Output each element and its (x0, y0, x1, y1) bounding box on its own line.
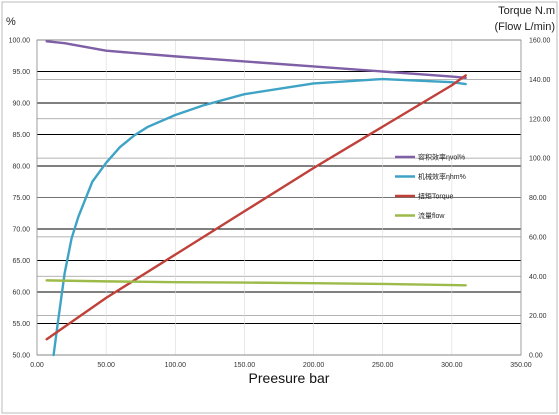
y-left-tick-label: 75.00 (12, 195, 30, 202)
x-tick-label: 350.00 (510, 362, 532, 369)
x-tick-label: 50.00 (97, 362, 115, 369)
x-axis-title: Preesure bar (249, 370, 330, 386)
plot-area-border (36, 39, 522, 356)
x-tick-label: 300.00 (441, 362, 463, 369)
x-tick-label: 100.00 (165, 362, 187, 369)
y-left-tick-label: 50.00 (12, 353, 30, 360)
x-tick-label: 0.00 (30, 362, 44, 369)
legend: 容积效率ηvol% 机械效率ηhm% 扭矩Torque 流量flow (395, 153, 466, 220)
y-right-axis-ticks: 0.00 20.00 40.00 60.00 80.00 100.00 120.00 140.… (529, 38, 551, 360)
x-axis-ticks: 0.00 50.00 100.00 150.00 200.00 250.00 300.00 3… (30, 362, 532, 369)
y-right-tick-label: 120.00 (529, 116, 551, 123)
y-right-tick-label: 140.00 (529, 77, 551, 84)
y-left-tick-label: 95.00 (12, 69, 30, 76)
x-tick-label: 150.00 (234, 362, 256, 369)
series-line-3 (45, 74, 467, 341)
y-right-tick-label: 100.00 (529, 156, 551, 163)
legend-label-1: 容积效率ηvol% (418, 153, 465, 162)
y-left-axis-ticks: 50.00 55.00 60.00 65.00 70.00 75.00 80.00 85.00… (9, 38, 31, 360)
y-right-axis-title-line2: (Flow L/min) (494, 21, 555, 33)
x-tick-label: 250.00 (372, 362, 394, 369)
y-right-tick-label: 0.00 (529, 353, 543, 360)
y-left-tick-label: 100.00 (9, 38, 31, 45)
y-left-tick-label: 70.00 (12, 227, 30, 234)
series-line-1 (45, 40, 467, 80)
y-right-tick-label: 160.00 (529, 38, 551, 45)
y-right-tick-label: 40.00 (529, 274, 547, 281)
legend-label-3: 扭矩Torque (418, 192, 454, 201)
legend-label-4: 流量flow (418, 211, 445, 220)
y-right-tick-label: 60.00 (529, 234, 547, 241)
series-line-2 (52, 77, 467, 357)
series-line-4 (45, 279, 467, 287)
plot-area-rect (36, 39, 522, 356)
x-tick-label: 200.00 (303, 362, 325, 369)
legend-label-2: 机械效率ηhm% (418, 172, 466, 181)
y-left-tick-label: 90.00 (12, 101, 30, 108)
y-right-tick-label: 80.00 (529, 195, 547, 202)
y-left-axis-unit: % (6, 16, 16, 28)
y-left-tick-label: 55.00 (12, 321, 30, 328)
series-layer (45, 40, 467, 357)
y-left-tick-label: 60.00 (12, 290, 30, 297)
y-right-tick-label: 20.00 (529, 313, 547, 320)
y-right-axis-title-line1: Torque N.m (498, 5, 555, 17)
y-left-tick-label: 65.00 (12, 258, 30, 265)
y-left-tick-label: 85.00 (12, 132, 30, 139)
y-left-tick-label: 80.00 (12, 164, 30, 171)
